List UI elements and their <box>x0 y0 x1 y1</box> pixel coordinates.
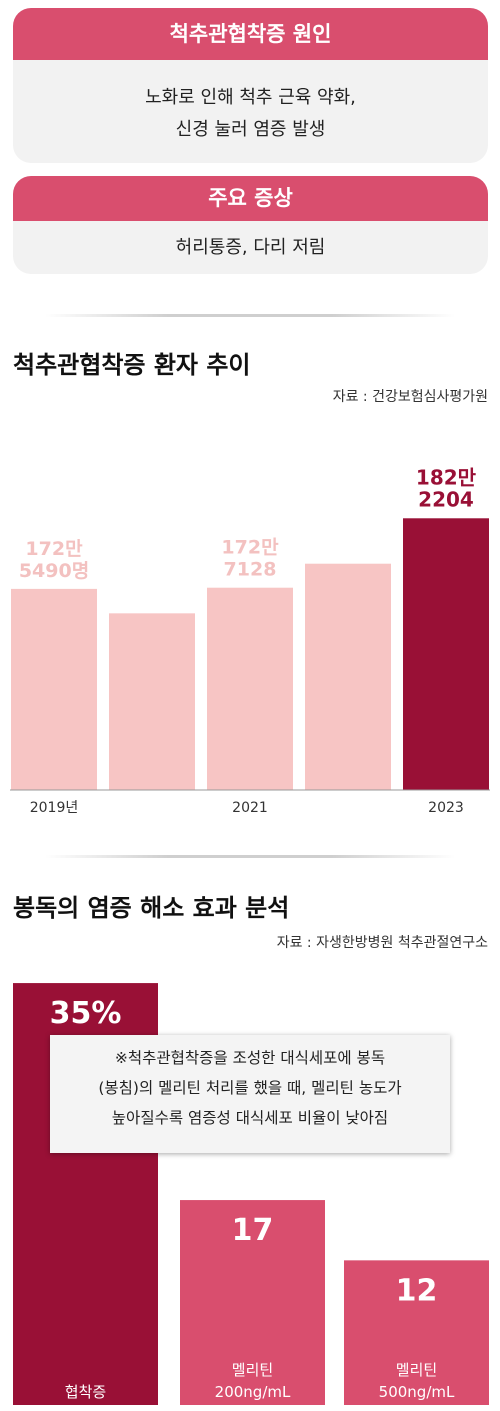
cause-line-2: 신경 눌러 염증 발생 <box>175 119 326 140</box>
data-label: 2204 <box>418 487 474 511</box>
note-line-1: ※척추관협착증을 조성한 대식세포에 봉독 <box>114 1049 386 1067</box>
symptom-box: 주요 증상 허리통증, 다리 저림 <box>13 176 488 274</box>
category-label: 200ng/mL <box>215 1383 291 1401</box>
data-label: 182만 <box>416 465 477 489</box>
cause-title: 척추관협착증 원인 <box>13 8 488 60</box>
value-label: 17 <box>232 1213 274 1248</box>
symptom-text: 허리통증, 다리 저림 <box>175 237 326 258</box>
chart1-title: 척추관협착증 환자 추이 <box>13 351 251 379</box>
bar-2022 <box>305 563 391 790</box>
bar-1 <box>180 1200 325 1405</box>
section-divider <box>45 314 455 317</box>
cause-box: 척추관협착증 원인 노화로 인해 척추 근육 약화, 신경 눌러 염증 발생 <box>13 8 488 163</box>
bar-2 <box>344 1260 489 1405</box>
chart2-source: 자료 : 자생한방병원 척추관절연구소 <box>276 935 488 951</box>
data-label: 172만 <box>25 538 83 560</box>
category-label: 멜리틴 <box>396 1361 437 1379</box>
value-label: 12 <box>396 1273 438 1308</box>
note-line-3: 높아질수록 염증성 대식세포 비율이 낮아짐 <box>111 1109 389 1127</box>
bar-2019년 <box>11 588 97 790</box>
x-tick-label: 2019년 <box>30 800 79 816</box>
symptom-title: 주요 증상 <box>13 176 488 221</box>
data-label: 7128 <box>224 559 277 581</box>
data-label: 172만 <box>221 537 279 559</box>
cause-line-1: 노화로 인해 척추 근육 약화, <box>145 87 356 108</box>
data-label: 5490명 <box>19 560 89 582</box>
x-tick-label: 2021 <box>232 800 268 816</box>
note-callout: ※척추관협착증을 조성한 대식세포에 봉독 (봉침)의 멜리틴 처리를 했을 때… <box>50 1035 450 1153</box>
chart1-source: 자료 : 건강보험심사평가원 <box>332 389 488 405</box>
melittin-effect-chart: 35% 협착증 17 멜리틴 200ng/mL 12 멜리틴 500ng/mL <box>13 983 489 1405</box>
bar-2023 <box>403 518 489 790</box>
cause-text: 노화로 인해 척추 근육 약화, 신경 눌러 염증 발생 <box>13 60 488 146</box>
category-label: 500ng/mL <box>379 1383 455 1401</box>
bar-2021 <box>207 587 293 790</box>
value-label: 35% <box>50 996 122 1031</box>
section-divider <box>45 855 455 858</box>
x-tick-label: 2023 <box>428 800 464 816</box>
chart2-title: 봉독의 염증 해소 효과 분석 <box>13 894 290 922</box>
note-line-2: (봉침)의 멜리틴 처리를 했을 때, 멜리틴 농도가 <box>98 1079 402 1097</box>
category-label: 협착증 <box>65 1383 106 1401</box>
category-label: 멜리틴 <box>232 1361 273 1379</box>
bar-2020 <box>109 613 195 790</box>
